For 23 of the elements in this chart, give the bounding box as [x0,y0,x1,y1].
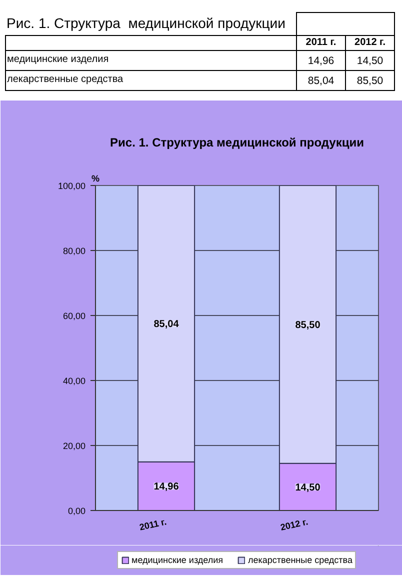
data-label: 14,96 [154,482,180,493]
data-label: 14,50 [295,482,321,494]
y-tick-label: 0,00 [68,506,86,516]
text: 14,96 [308,54,334,67]
y-tick-label: 40,00 [62,376,86,386]
category-label: 2012 г. [354,36,386,48]
text: Рис. 1. Структура медицинской продукции [6,14,286,33]
data-label: 85,04 [154,319,180,330]
legend-label: медицинские изделия [132,555,223,565]
text: медицинские изделия [7,54,109,65]
y-tick-label: 100,00 [58,181,86,191]
text: 85,50 [356,74,384,87]
chart-title: Рис. 1. Структура медицинской продукции [110,136,364,150]
text: 14,50 [356,54,384,67]
text: лекарственные средства [7,74,124,85]
y-tick-label: 80,00 [62,246,86,256]
text: 85,04 [308,74,334,87]
y-tick-label: 60,00 [62,311,86,321]
y-axis-title: % [92,174,100,184]
y-tick-label: 20,00 [62,441,86,451]
data-label: 85,50 [295,320,321,331]
legend-label: лекарственные средства [248,555,352,565]
category-label: 2011 г. [306,36,336,48]
